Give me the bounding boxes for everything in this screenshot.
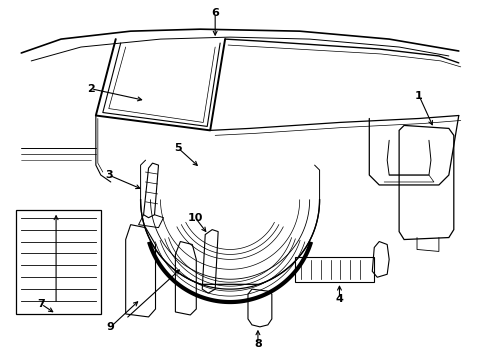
Text: 3: 3 xyxy=(105,170,113,180)
Text: 6: 6 xyxy=(211,8,219,18)
Text: 7: 7 xyxy=(37,299,45,309)
Text: 2: 2 xyxy=(87,84,95,94)
Bar xyxy=(294,257,374,282)
Bar xyxy=(16,210,101,314)
Text: 9: 9 xyxy=(107,322,115,332)
Text: 8: 8 xyxy=(254,339,262,349)
Text: 4: 4 xyxy=(336,294,343,304)
Text: 10: 10 xyxy=(188,213,203,223)
Text: 1: 1 xyxy=(415,91,423,101)
Text: 5: 5 xyxy=(174,143,182,153)
